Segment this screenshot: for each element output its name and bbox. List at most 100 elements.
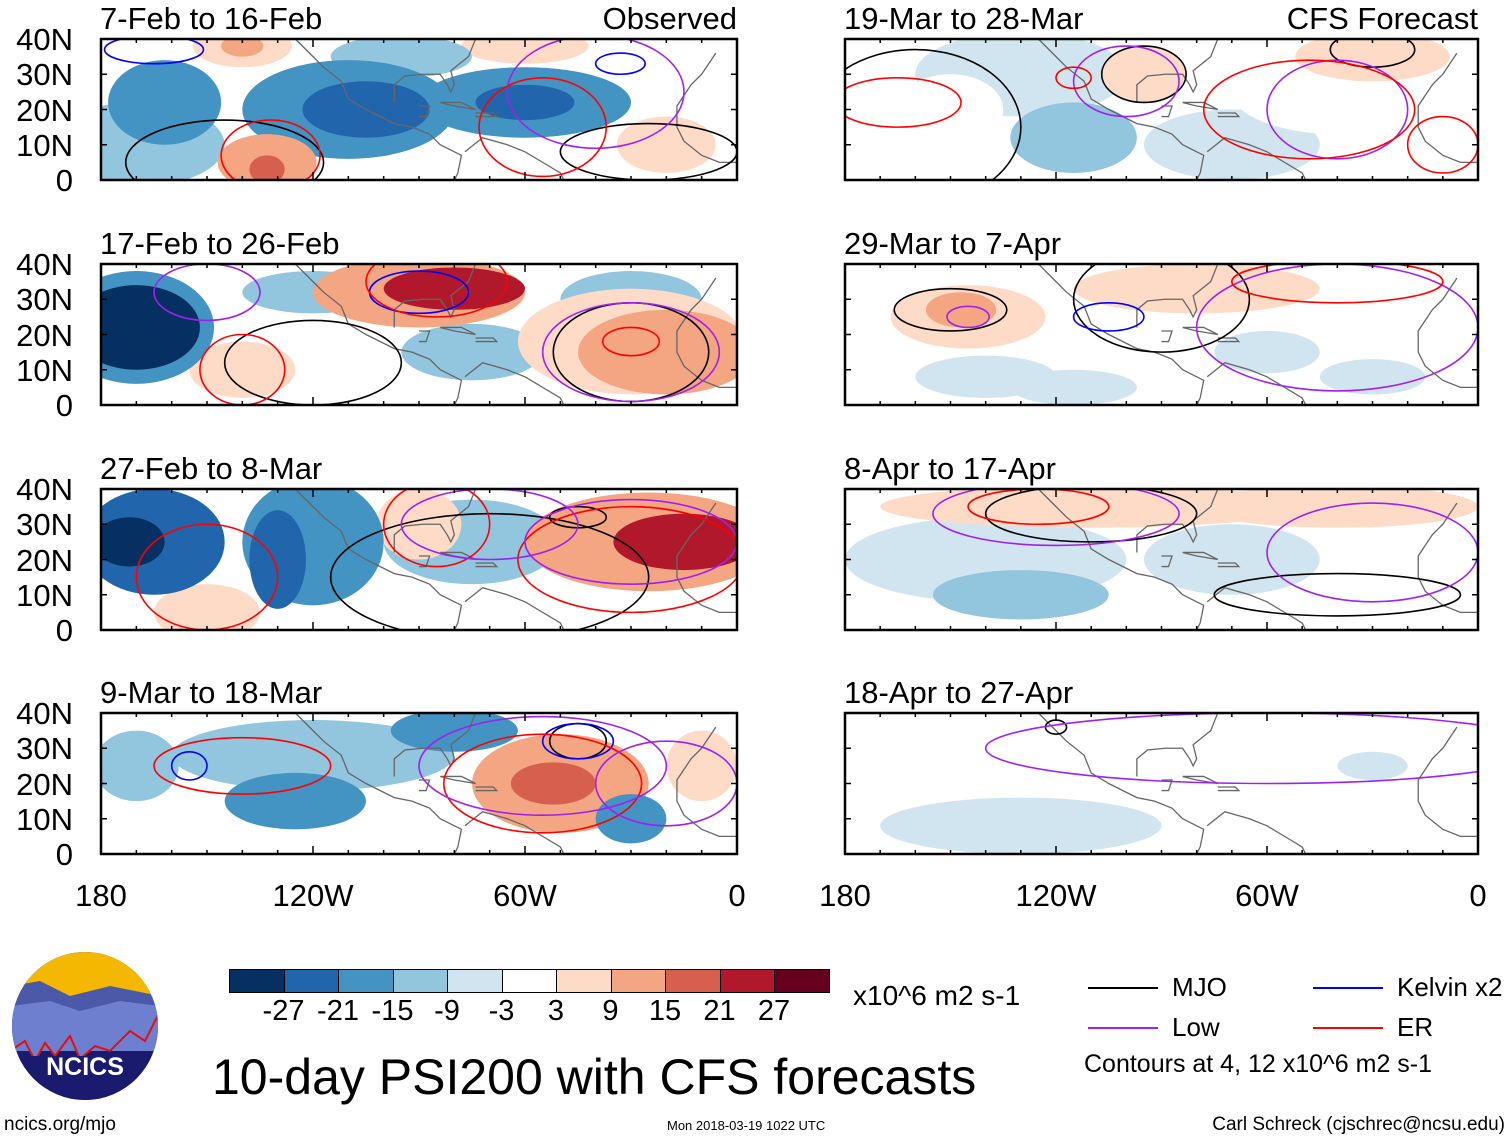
lat-label: 0 <box>55 613 73 648</box>
coastline <box>1136 713 1219 777</box>
colorbar-swatch <box>393 970 448 992</box>
low-contour <box>1266 59 1409 160</box>
psi-anomaly-region <box>932 570 1109 620</box>
coastline <box>1206 136 1307 180</box>
lon-label: 180 <box>75 878 127 913</box>
colorbar-label: 15 <box>648 995 682 1027</box>
panel-title: 17-Feb to 26-Feb <box>100 226 340 261</box>
lat-label: 20N <box>16 92 73 128</box>
er-contour <box>1202 59 1416 160</box>
timestamp: Mon 2018-03-19 1022 UTC <box>667 1118 826 1133</box>
psi-anomaly-region <box>249 510 306 609</box>
mjo-contour <box>984 489 1198 543</box>
low-contour <box>932 489 1180 547</box>
kelvin-contour <box>170 750 208 781</box>
psi-anomaly-region <box>613 513 737 571</box>
coastline <box>1136 489 1219 553</box>
observed-label: Observed <box>602 1 737 36</box>
coastline <box>1037 489 1205 630</box>
website-link[interactable]: ncics.org/mjo <box>4 1114 116 1135</box>
credit: Carl Schreck (cjschrec@ncsu.edu) <box>1212 1114 1505 1135</box>
coastline <box>1161 330 1173 343</box>
colorbar-label: -15 <box>371 995 414 1027</box>
lat-label: 0 <box>55 163 73 198</box>
coastline <box>464 586 565 630</box>
lat-label: 30N <box>16 282 73 318</box>
coastline <box>393 39 477 103</box>
coastline <box>676 726 737 838</box>
mjo-contour <box>1072 264 1251 353</box>
coastline <box>475 562 499 568</box>
colorbar-swatch <box>284 970 339 992</box>
legend-line <box>1088 986 1158 989</box>
colorbar-swatch <box>720 970 775 992</box>
colorbar-swatch <box>339 970 394 992</box>
map-panel <box>99 487 739 632</box>
panel-title: 18-Apr to 27-Apr <box>844 675 1074 710</box>
legend-item: ER <box>1313 1012 1433 1043</box>
psi-anomaly-region <box>897 74 1004 145</box>
kelvin-contour <box>594 52 646 76</box>
colorbar-swatch <box>611 970 666 992</box>
psi-anomaly-region <box>101 285 200 370</box>
er-contour <box>135 523 279 630</box>
colorbar-swatch <box>448 970 503 992</box>
mjo-contour <box>893 287 1008 332</box>
legend-label: Kelvin x2 <box>1397 972 1503 1002</box>
lat-label: 30N <box>16 57 73 93</box>
coastline <box>1161 555 1173 568</box>
map-panel <box>843 262 1480 407</box>
coastline <box>1417 726 1478 838</box>
lat-label: 10N <box>16 577 73 613</box>
colorbar-swatch <box>775 970 829 992</box>
lon-label: 0 <box>1469 878 1487 913</box>
coastline <box>464 136 565 180</box>
lat-label: 10N <box>16 352 73 388</box>
coastline <box>294 264 463 405</box>
mjo-contour <box>845 48 1022 180</box>
ncics-logo: NCICS <box>12 952 158 1100</box>
psi-anomaly-region <box>1101 46 1187 103</box>
psi-anomaly-region <box>616 116 716 173</box>
er-contour <box>478 76 608 178</box>
lat-label: 10N <box>16 127 73 163</box>
psi-anomaly-region <box>224 772 366 830</box>
map-panel <box>99 711 739 856</box>
er-contour <box>845 76 962 128</box>
coastline <box>1206 586 1307 630</box>
psi-anomaly-region <box>1143 109 1320 180</box>
coastline <box>1161 779 1173 792</box>
lat-label: 20N <box>16 766 73 802</box>
lat-label: 30N <box>16 507 73 543</box>
panel-title: 19-Mar to 28-Mar <box>844 1 1084 36</box>
low-contour <box>1195 264 1478 392</box>
colorbar-label: -27 <box>262 995 305 1027</box>
psi-anomaly-region <box>845 713 1408 766</box>
psi-anomaly-region <box>189 341 296 398</box>
colorbar-swatch <box>230 970 285 992</box>
legend-label: MJO <box>1172 972 1227 1002</box>
er-contour <box>199 333 286 405</box>
legend-item: Kelvin x2 <box>1313 972 1503 1003</box>
coastline <box>1417 52 1478 164</box>
coastline <box>1037 264 1205 405</box>
er-contour <box>967 489 1110 526</box>
mjo-contour <box>1213 572 1462 617</box>
coastline <box>1182 551 1219 561</box>
mjo-contour <box>124 119 325 180</box>
colorbar-label: -9 <box>434 995 460 1027</box>
psi-anomaly-region <box>154 584 260 630</box>
lat-label: 0 <box>55 837 73 872</box>
coastline <box>1417 277 1478 389</box>
kelvin-contour <box>1072 301 1145 332</box>
psi-anomaly-region <box>578 309 737 395</box>
legend-label: Low <box>1172 1012 1220 1042</box>
er-contour <box>1231 264 1444 304</box>
coastline <box>419 330 431 343</box>
psi-anomaly-region <box>510 762 596 805</box>
lon-label: 60W <box>493 878 557 913</box>
er-contour <box>382 489 491 568</box>
units-label: x10^6 m2 s-1 <box>853 980 1021 1011</box>
colorbar-swatch <box>666 970 721 992</box>
